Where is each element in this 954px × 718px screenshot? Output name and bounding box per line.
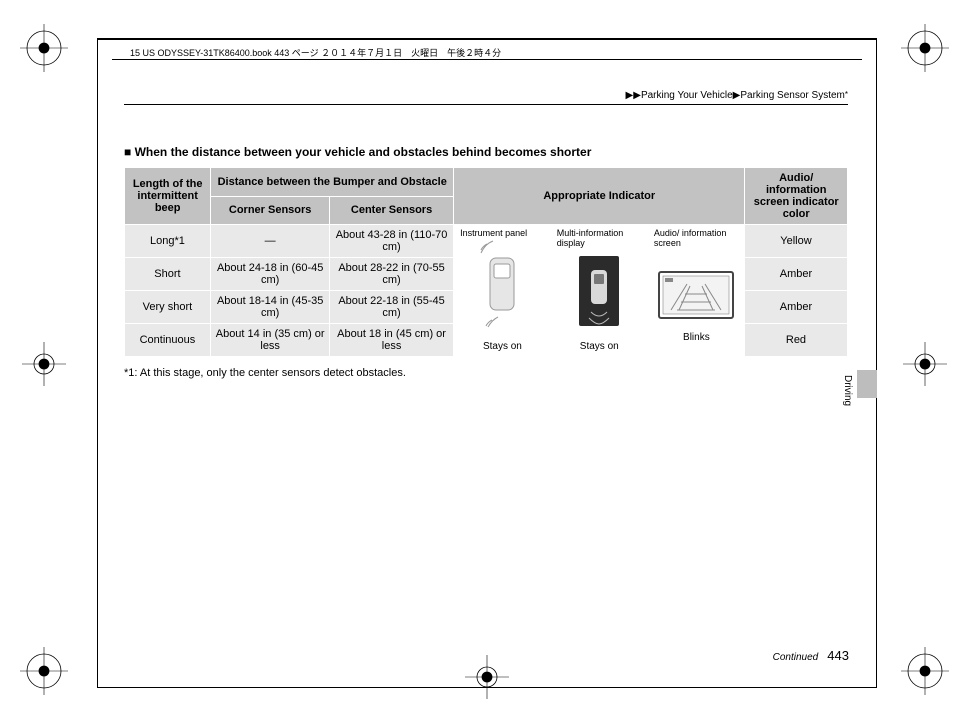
section-heading: ■ When the distance between your vehicle… bbox=[124, 145, 848, 159]
info-screen-icon bbox=[650, 248, 743, 329]
continued-label: Continued bbox=[773, 652, 819, 663]
cell-corner: About 24-18 in (60-45 cm) bbox=[211, 258, 330, 291]
cell-center: About 18 in (45 cm) or less bbox=[330, 324, 454, 357]
reg-mark-bot-left bbox=[17, 644, 72, 699]
cell-color: Yellow bbox=[745, 225, 848, 258]
instrument-panel-icon bbox=[456, 238, 549, 338]
th-indicator: Appropriate Indicator bbox=[454, 168, 745, 225]
indicator-panel-label: Instrument panel bbox=[456, 225, 549, 238]
indicator-screen-label: Audio/ information screen bbox=[650, 225, 743, 248]
th-corner: Corner Sensors bbox=[211, 196, 330, 225]
footer: Continued 443 bbox=[773, 648, 849, 663]
indicator-mid-label: Multi-information display bbox=[553, 225, 646, 248]
reg-mark-bot-right bbox=[898, 644, 953, 699]
cell-color: Red bbox=[745, 324, 848, 357]
breadcrumb-arrow: ▶▶ bbox=[626, 90, 641, 101]
reg-mark-top-left bbox=[17, 21, 72, 76]
doc-info-header: 15 US ODYSSEY-31TK86400.book 443 ページ ２０１… bbox=[130, 46, 501, 59]
side-tab bbox=[857, 370, 877, 398]
indicator-panel-cell: Instrument panel Stays on bbox=[454, 225, 551, 357]
indicator-screen-blinks: Blinks bbox=[650, 329, 743, 343]
reg-mark-bot-center bbox=[460, 650, 515, 705]
cell-corner: About 18-14 in (45-35 cm) bbox=[211, 291, 330, 324]
footnote: *1: At this stage, only the center senso… bbox=[124, 367, 848, 379]
side-tab-label: Driving bbox=[842, 375, 853, 406]
breadcrumb: ▶▶Parking Your Vehicle▶Parking Sensor Sy… bbox=[124, 90, 848, 101]
page-body: ▶▶Parking Your Vehicle▶Parking Sensor Sy… bbox=[124, 90, 848, 379]
reg-mark-top-right bbox=[898, 21, 953, 76]
th-color: Audio/ information screen indicator colo… bbox=[745, 168, 848, 225]
breadcrumb-row: ▶▶Parking Your Vehicle▶Parking Sensor Sy… bbox=[124, 90, 848, 105]
cell-center: About 22-18 in (55-45 cm) bbox=[330, 291, 454, 324]
cell-center: About 43-28 in (110-70 cm) bbox=[330, 225, 454, 258]
cell-beep: Short bbox=[125, 258, 211, 291]
cell-beep: Very short bbox=[125, 291, 211, 324]
cell-beep: Long*1 bbox=[125, 225, 211, 258]
table-row: Long*1 — About 43-28 in (110-70 cm) Inst… bbox=[125, 225, 848, 258]
breadcrumb-subsection: Parking Sensor System bbox=[740, 90, 845, 101]
th-beep: Length of the intermittent beep bbox=[125, 168, 211, 225]
indicator-panel-stays: Stays on bbox=[456, 338, 549, 352]
cell-color: Amber bbox=[745, 291, 848, 324]
indicator-screen-cell: Audio/ information screen Blinks bbox=[648, 225, 745, 357]
cell-color: Amber bbox=[745, 258, 848, 291]
page-number: 443 bbox=[827, 648, 849, 663]
reg-mark-mid-left bbox=[17, 337, 72, 392]
cell-center: About 28-22 in (70-55 cm) bbox=[330, 258, 454, 291]
th-center: Center Sensors bbox=[330, 196, 454, 225]
mid-display-icon bbox=[553, 248, 646, 338]
indicator-mid-cell: Multi-information display Sta bbox=[551, 225, 648, 357]
cell-corner: — bbox=[211, 225, 330, 258]
crop-top-line bbox=[112, 59, 862, 60]
th-distance: Distance between the Bumper and Obstacle bbox=[211, 168, 454, 197]
indicator-mid-stays: Stays on bbox=[553, 338, 646, 352]
breadcrumb-section: Parking Your Vehicle bbox=[641, 90, 733, 101]
cell-beep: Continuous bbox=[125, 324, 211, 357]
cell-corner: About 14 in (35 cm) or less bbox=[211, 324, 330, 357]
breadcrumb-asterisk: * bbox=[845, 90, 848, 99]
sensor-table: Length of the intermittent beep Distance… bbox=[124, 167, 848, 357]
reg-mark-mid-right bbox=[898, 337, 953, 392]
